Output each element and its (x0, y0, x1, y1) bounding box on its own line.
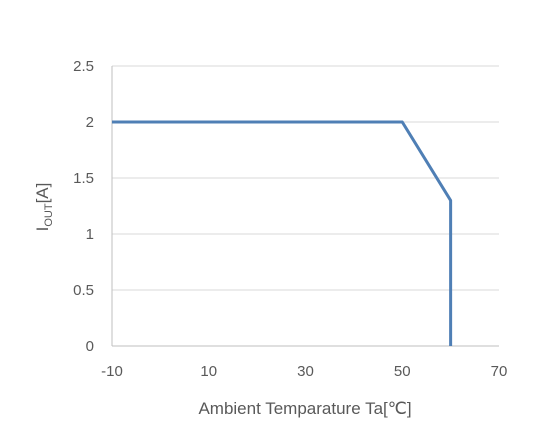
grid-lines (112, 65, 499, 291)
y-tick-label: 2.5 (73, 58, 94, 75)
y-tick-label: 2 (86, 114, 94, 131)
y-tick-labels: 0 0.5 1 1.5 2 2.5 (73, 58, 94, 355)
y-tick-label: 0 (86, 338, 94, 355)
x-tick-label: 10 (200, 363, 217, 380)
x-tick-label: 50 (394, 363, 411, 380)
x-tick-label: 30 (297, 363, 314, 380)
x-tick-label: -10 (101, 363, 123, 380)
series-line-0 (112, 120, 453, 346)
y-tick-label: 1.5 (73, 170, 94, 187)
x-axis-label: Ambient Temparature Ta[℃] (198, 399, 411, 418)
y-tick-label: 1 (86, 226, 94, 243)
series-group (112, 120, 453, 346)
y-tick-label: 0.5 (73, 282, 94, 299)
y-axis-label: IOUT[A] (33, 183, 55, 232)
y-axis-label-sub: OUT (43, 203, 55, 227)
y-axis-label-main: I (33, 227, 52, 232)
y-axis-label-unit: [A] (33, 183, 52, 204)
x-tick-labels: -10 10 30 50 70 (101, 363, 507, 380)
x-tick-label: 70 (491, 363, 508, 380)
